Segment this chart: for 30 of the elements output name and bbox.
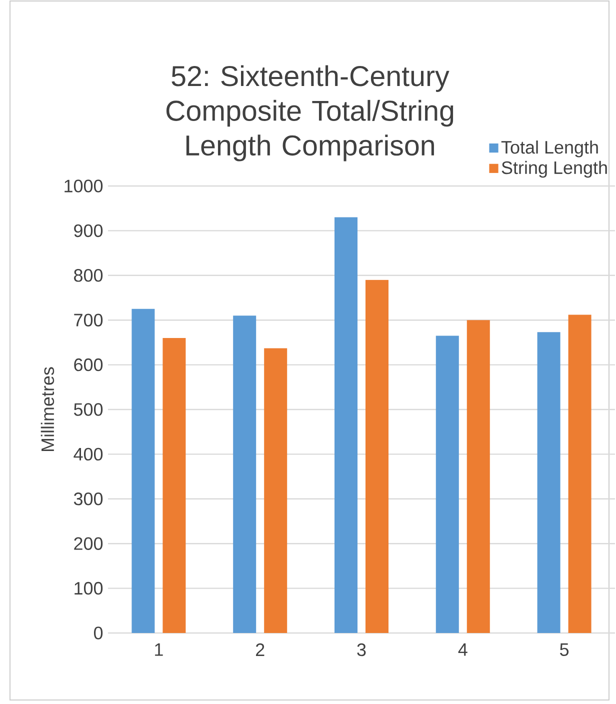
- y-tick-label: 100: [74, 582, 103, 595]
- x-tick-label: 2: [256, 643, 264, 656]
- bar: [568, 314, 592, 633]
- y-tick-label: 300: [74, 492, 103, 506]
- bar: [132, 308, 155, 633]
- bar: [467, 320, 490, 633]
- x-tick-label: 1: [155, 643, 164, 656]
- y-tick-label: 400: [74, 448, 103, 461]
- y-tick-label: 200: [74, 537, 103, 550]
- bar: [366, 280, 389, 633]
- bar: [264, 348, 288, 633]
- y-tick-label: 1000: [64, 180, 103, 192]
- y-tick-label: 900: [74, 224, 103, 238]
- legend-label: Total Length: [502, 140, 598, 158]
- bar: [233, 316, 256, 633]
- bar: [436, 336, 460, 633]
- bar: [334, 217, 358, 633]
- legend-label: String Length: [502, 160, 608, 178]
- bar: [537, 332, 560, 633]
- x-tick-label: 4: [458, 643, 468, 656]
- bar: [162, 338, 186, 633]
- y-tick-label: 600: [74, 358, 103, 372]
- y-tick-label: 0: [94, 626, 103, 640]
- chart-title: 52: Sixteenth-Century Composite Total/String Length Comparison: [166, 65, 454, 162]
- x-tick-label: 3: [357, 643, 366, 656]
- y-tick-label: 700: [74, 314, 103, 326]
- x-tick-label: 5: [560, 643, 569, 656]
- y-tick-label: 800: [74, 269, 103, 282]
- y-axis-title: Millimetres: [41, 367, 54, 452]
- y-tick-label: 500: [74, 403, 103, 416]
